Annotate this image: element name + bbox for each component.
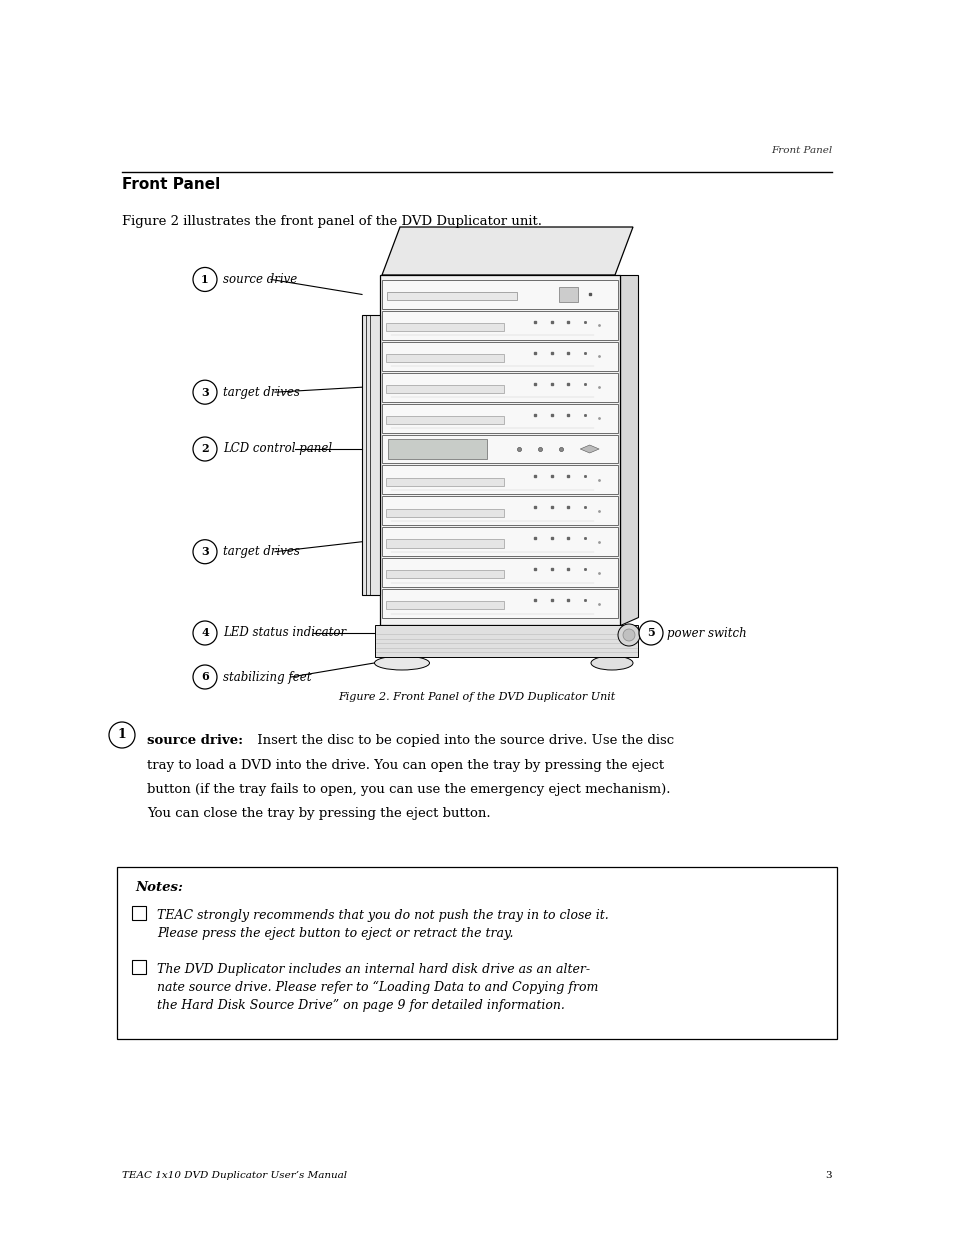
Bar <box>558 288 578 301</box>
Bar <box>386 354 503 362</box>
Circle shape <box>193 437 216 461</box>
Circle shape <box>193 380 216 404</box>
Text: Figure 2. Front Panel of the DVD Duplicator Unit: Figure 2. Front Panel of the DVD Duplica… <box>338 692 615 701</box>
Bar <box>381 527 618 556</box>
Polygon shape <box>619 275 638 625</box>
Bar <box>381 496 618 525</box>
Bar <box>381 558 618 587</box>
Bar <box>381 466 618 494</box>
Bar <box>381 373 618 401</box>
Text: 4: 4 <box>201 627 209 638</box>
Bar <box>386 416 503 424</box>
Text: 1: 1 <box>117 729 126 741</box>
Bar <box>386 385 503 393</box>
Bar <box>386 540 503 547</box>
Text: LCD control panel: LCD control panel <box>223 442 332 456</box>
Text: target drives: target drives <box>223 545 299 558</box>
Bar <box>381 311 618 340</box>
Text: source drive:: source drive: <box>147 734 243 747</box>
Bar <box>375 625 638 657</box>
Text: Notes:: Notes: <box>135 881 183 894</box>
Text: tray to load a DVD into the drive. You can open the tray by pressing the eject: tray to load a DVD into the drive. You c… <box>147 758 663 772</box>
Circle shape <box>193 268 216 291</box>
Circle shape <box>193 664 216 689</box>
Text: target drives: target drives <box>223 385 299 399</box>
Text: source drive: source drive <box>223 273 297 287</box>
Text: TEAC strongly recommends that you do not push the tray in to close it.
Please pr: TEAC strongly recommends that you do not… <box>157 909 608 940</box>
Text: LED status indicator: LED status indicator <box>223 626 346 640</box>
Text: Figure 2 illustrates the front panel of the DVD Duplicator unit.: Figure 2 illustrates the front panel of … <box>122 215 541 228</box>
Text: You can close the tray by pressing the eject button.: You can close the tray by pressing the e… <box>147 808 490 820</box>
Bar <box>117 867 836 1039</box>
Text: stabilizing feet: stabilizing feet <box>223 671 312 683</box>
Text: Front Panel: Front Panel <box>770 146 831 156</box>
Circle shape <box>622 629 635 641</box>
Polygon shape <box>579 445 598 453</box>
Text: 5: 5 <box>646 627 654 638</box>
Text: 6: 6 <box>201 672 209 683</box>
Ellipse shape <box>375 656 429 671</box>
Bar <box>132 960 146 974</box>
Text: TEAC 1x10 DVD Duplicator User’s Manual: TEAC 1x10 DVD Duplicator User’s Manual <box>122 1171 347 1179</box>
Text: power switch: power switch <box>666 626 746 640</box>
Text: 3: 3 <box>201 387 209 398</box>
Polygon shape <box>381 227 633 275</box>
Text: 1: 1 <box>201 274 209 285</box>
Bar <box>386 478 503 485</box>
Text: 3: 3 <box>824 1171 831 1179</box>
Text: The DVD Duplicator includes an internal hard disk drive as an alter-
nate source: The DVD Duplicator includes an internal … <box>157 963 598 1013</box>
Text: 2: 2 <box>201 443 209 454</box>
Bar <box>381 280 618 309</box>
Bar <box>379 275 619 625</box>
Text: 3: 3 <box>201 546 209 557</box>
Text: Insert the disc to be copied into the source drive. Use the disc: Insert the disc to be copied into the so… <box>253 734 674 747</box>
Circle shape <box>193 621 216 645</box>
Bar <box>386 509 503 516</box>
Text: Front Panel: Front Panel <box>122 177 220 191</box>
Bar <box>387 291 517 300</box>
Bar <box>132 906 146 920</box>
Bar <box>381 589 618 618</box>
Bar <box>381 342 618 370</box>
Circle shape <box>618 624 639 646</box>
Circle shape <box>109 722 135 748</box>
Bar <box>388 438 487 459</box>
Ellipse shape <box>590 656 633 671</box>
Text: button (if the tray fails to open, you can use the emergency eject mechanism).: button (if the tray fails to open, you c… <box>147 783 670 797</box>
Bar <box>381 404 618 432</box>
Bar <box>386 324 503 331</box>
Circle shape <box>639 621 662 645</box>
Bar <box>381 435 618 463</box>
Bar <box>361 315 379 595</box>
Bar <box>386 571 503 578</box>
Circle shape <box>193 540 216 563</box>
Bar <box>386 601 503 609</box>
